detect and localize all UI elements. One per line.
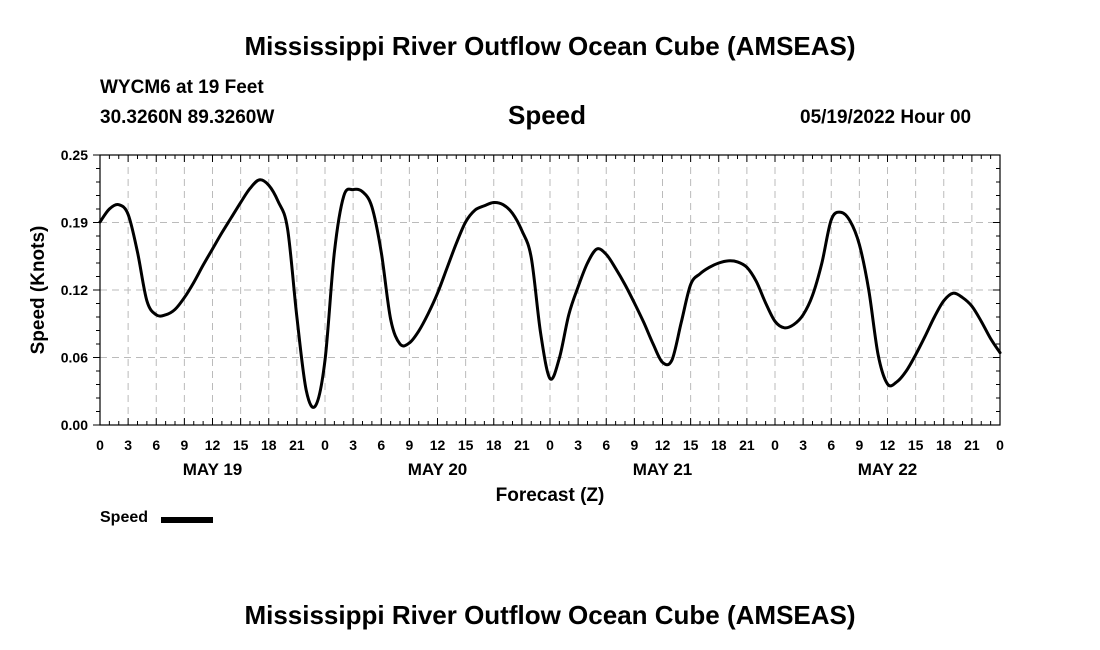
y-tick-label: 0.25 [61,147,88,163]
day-label: MAY 20 [408,460,468,479]
legend-label: Speed [100,509,149,526]
y-axis-label: Speed (Knots) [28,226,49,355]
x-tick-label: 15 [458,437,474,453]
x-tick-label: 0 [771,437,779,453]
x-tick-label: 15 [233,437,249,453]
y-tick-label: 0.06 [61,350,88,366]
x-tick-label: 18 [261,437,277,453]
x-tick-label: 0 [96,437,104,453]
x-tick-label: 3 [799,437,807,453]
x-tick-label: 3 [349,437,357,453]
x-tick-label: 3 [574,437,582,453]
coordinates-label: 30.3260N 89.3260W [100,107,275,128]
x-tick-label: 15 [683,437,699,453]
day-label: MAY 21 [633,460,693,479]
x-tick-label: 21 [739,437,755,453]
x-tick-label: 21 [289,437,305,453]
x-tick-label: 3 [124,437,132,453]
x-tick-label: 9 [405,437,413,453]
day-label: MAY 22 [858,460,918,479]
y-tick-label: 0.19 [61,215,88,231]
x-tick-label: 21 [514,437,530,453]
x-tick-label: 6 [827,437,835,453]
x-tick-label: 9 [180,437,188,453]
x-tick-label: 0 [546,437,554,453]
x-tick-label: 18 [486,437,502,453]
plot-frame [99,154,1001,426]
x-tick-label: 9 [855,437,863,453]
series-line-speed [98,178,1002,409]
x-tick-label: 0 [321,437,329,453]
chart-title: Mississippi River Outflow Ocean Cube (AM… [244,31,856,61]
tick-labels: 0.00 0.06 0.12 0.19 0.25 0 3 6 9 12 15 18 21 0 3 6 9 12 15… [28,147,1004,506]
x-tick-label: 12 [205,437,221,453]
x-tick-label: 21 [964,437,980,453]
legend-swatch [161,517,213,523]
grid [100,155,1000,425]
x-tick-label: 15 [908,437,924,453]
x-tick-label: 6 [377,437,385,453]
y-tick-label: 0.12 [61,282,88,298]
x-tick-label: 0 [996,437,1004,453]
footer-title: Mississippi River Outflow Ocean Cube (AM… [244,600,856,630]
x-tick-label: 18 [936,437,952,453]
series [98,178,1002,409]
variable-title: Speed [508,100,587,130]
datetime-label: 05/19/2022 Hour 00 [800,107,972,128]
axes [93,154,1001,426]
x-axis-label: Forecast (Z) [496,485,605,506]
x-tick-label: 6 [602,437,610,453]
day-label: MAY 19 [183,460,243,479]
x-tick-label: 18 [711,437,727,453]
station-label: WYCM6 at 19 Feet [100,77,264,98]
x-tick-label: 9 [630,437,638,453]
x-tick-label: 12 [880,437,896,453]
x-tick-label: 12 [655,437,671,453]
x-tick-label: 12 [430,437,446,453]
x-tick-label: 6 [152,437,160,453]
y-tick-label: 0.00 [61,417,88,433]
